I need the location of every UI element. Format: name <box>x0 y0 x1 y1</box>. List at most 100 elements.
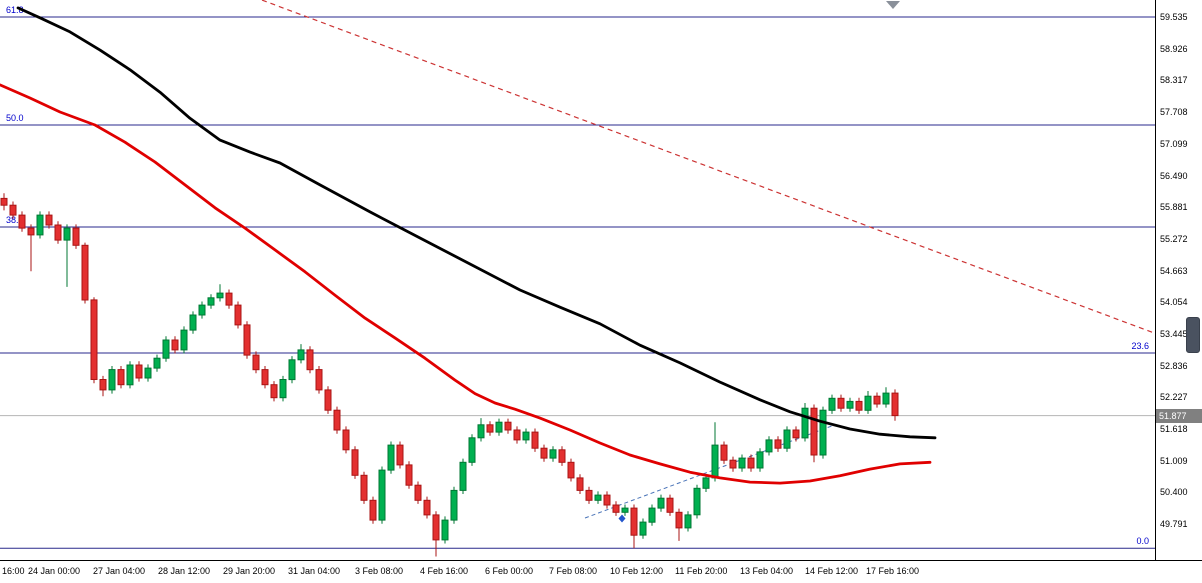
candle-down <box>9 201 17 219</box>
candle-down <box>774 436 782 452</box>
scrollbar-thumb[interactable] <box>1186 317 1200 353</box>
rising-trendline-blue-dashed <box>584 424 836 519</box>
candle-down <box>432 511 440 557</box>
candle-up <box>153 354 161 372</box>
price-axis-label: 51.618 <box>1160 424 1188 435</box>
candle-up <box>657 494 665 512</box>
candle-down <box>873 392 881 408</box>
candle-down <box>324 386 332 414</box>
time-axis-label: 24 Jan 00:00 <box>28 566 81 576</box>
price-axis-label: 55.881 <box>1160 202 1188 213</box>
price-axis-label: 58.317 <box>1160 75 1188 86</box>
candle-down <box>243 321 251 359</box>
candle-down <box>72 224 80 249</box>
candle-down <box>423 496 431 519</box>
candle-down <box>405 461 413 489</box>
candle-up <box>495 418 503 436</box>
candle-down <box>54 221 62 244</box>
time-axis-label: 13 Feb 04:00 <box>740 566 794 576</box>
candle-down <box>747 454 755 472</box>
candle-down <box>261 366 269 389</box>
candle-up <box>702 474 710 492</box>
price-axis[interactable]: 51.877 59.535 58.926 58.317 57.708 57.099 56.… <box>1155 0 1202 560</box>
time-axis-label: 17 Feb 16:00 <box>866 566 920 576</box>
time-axis-label: 14 Feb 12:00 <box>805 566 859 576</box>
candle-up <box>693 484 701 519</box>
candle-up <box>783 426 791 452</box>
cursor-arrow-icon <box>886 1 900 9</box>
candle-up <box>63 224 71 287</box>
candle-down <box>675 508 683 541</box>
candle-down <box>0 193 8 211</box>
candle-up <box>639 518 647 539</box>
candle-down <box>531 428 539 452</box>
fib-label-38.2: 38.2 <box>6 215 24 225</box>
time-axis-label: 28 Jan 12:00 <box>158 566 211 576</box>
price-axis-label: 50.400 <box>1160 487 1188 498</box>
candle-up <box>765 436 773 456</box>
candle-down <box>225 289 233 309</box>
time-axis-label: 3 Feb 08:00 <box>355 566 404 576</box>
price-axis-label: 58.926 <box>1160 43 1188 54</box>
candle-down <box>414 481 422 504</box>
candle-down <box>135 361 143 382</box>
current-price-tag: 51.877 <box>1156 408 1202 423</box>
price-axis-label: 54.663 <box>1160 265 1188 276</box>
time-axis-label: 31 Jan 04:00 <box>288 566 341 576</box>
candle-down <box>99 375 107 397</box>
candle-down <box>837 394 845 412</box>
candle-down <box>27 224 35 272</box>
candle-down <box>810 404 818 463</box>
time-axis-label: 7 Feb 08:00 <box>549 566 598 576</box>
candlestick-chart: 61.8 50.0 38.2 23.6 0.0 <box>0 0 1155 557</box>
candle-down <box>333 406 341 434</box>
candle-down <box>81 242 89 304</box>
candle-up <box>189 311 197 334</box>
candle-down <box>720 441 728 464</box>
candle-down <box>729 456 737 472</box>
candle-up <box>279 375 287 402</box>
slow-ma-black <box>16 6 937 440</box>
candle-up <box>144 364 152 382</box>
candle-up <box>882 387 890 408</box>
candle-down <box>18 211 26 232</box>
candle-down <box>270 381 278 402</box>
candle-up <box>756 448 764 472</box>
candle-up <box>648 504 656 526</box>
time-axis-label: 29 Jan 20:00 <box>223 566 276 576</box>
candle-down <box>567 458 575 482</box>
fib-label-50.0: 50.0 <box>6 113 24 123</box>
candle-down <box>315 366 323 394</box>
candle-up <box>846 397 854 412</box>
candle-up <box>459 458 467 494</box>
candle-down <box>792 426 800 442</box>
candle-up <box>450 486 458 524</box>
candle-up <box>819 406 827 459</box>
candle-down <box>45 211 53 229</box>
candle-up <box>801 403 809 442</box>
candle-up <box>378 466 386 524</box>
price-axis-label: 57.708 <box>1160 107 1188 118</box>
time-axis-label: 4 Feb 16:00 <box>420 566 469 576</box>
candle-down <box>891 389 899 421</box>
price-axis-label: 56.490 <box>1160 170 1188 181</box>
candle-down <box>558 446 566 466</box>
fib-label-23.6: 23.6 <box>1131 341 1149 351</box>
candle-down <box>351 446 359 479</box>
candle-down <box>342 426 350 454</box>
candle-up <box>216 284 224 302</box>
candle-up <box>198 301 206 319</box>
price-axis-label: 51.009 <box>1160 455 1188 466</box>
candle-up <box>864 391 872 414</box>
time-axis[interactable]: 16:00 24 Jan 00:00 27 Jan 04:00 28 Jan 12:0… <box>0 560 1202 583</box>
time-axis-label: 27 Jan 04:00 <box>93 566 146 576</box>
candle-up <box>387 441 395 474</box>
candle-up <box>297 344 305 364</box>
chart-plot-area[interactable]: 61.8 50.0 38.2 23.6 0.0 <box>0 0 1155 560</box>
candle-up <box>441 516 449 544</box>
price-axis-label: 49.791 <box>1160 519 1188 530</box>
price-axis-label: 52.227 <box>1160 392 1188 403</box>
candle-down <box>504 418 512 434</box>
candle-down <box>666 494 674 516</box>
